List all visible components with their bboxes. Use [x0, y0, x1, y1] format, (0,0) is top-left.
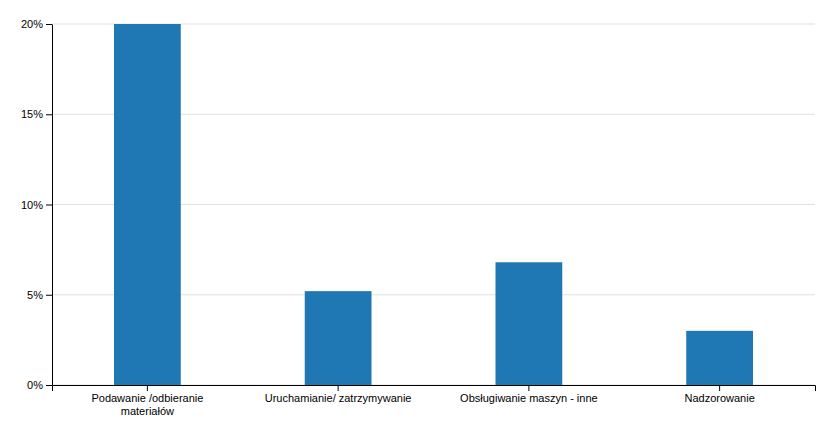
x-tick: Obsługiwanie maszyn - inne [460, 385, 598, 404]
y-tick-label: 5% [27, 289, 43, 301]
x-tick-label: Uruchamianie/ zatrzymywanie [265, 392, 412, 404]
y-axis: 0% 5% 10% 15% 20% [21, 18, 53, 391]
x-tick-mark [528, 385, 529, 391]
y-tick: 0% [27, 379, 52, 391]
x-tick-label: Obsługiwanie maszyn - inne [460, 392, 598, 404]
x-tick-label: Nadzorowanie [684, 392, 754, 404]
plot-area: 0% 5% 10% 15% 20% Podawanie /odbieraniemateri… [21, 18, 816, 417]
x-tick: Podawanie /odbieraniemateriałów [91, 385, 203, 417]
bars [114, 24, 753, 385]
y-tick-mark [46, 24, 52, 25]
x-tick-mark [719, 385, 720, 391]
x-tick-label-line: Uruchamianie/ zatrzymywanie [265, 392, 412, 404]
bar [114, 24, 181, 385]
y-tick-label: 20% [21, 18, 43, 30]
y-tick-label: 10% [21, 199, 43, 211]
chart-svg: 0% 5% 10% 15% 20% Podawanie /odbieraniemateri… [0, 0, 839, 441]
bar [305, 291, 372, 385]
y-tick: 5% [27, 289, 52, 301]
y-tick: 10% [21, 199, 52, 211]
y-tick-mark [46, 205, 52, 206]
y-tick-mark [46, 114, 52, 115]
grid [52, 24, 815, 385]
x-tick: Uruchamianie/ zatrzymywanie [265, 385, 412, 404]
bar [495, 262, 562, 385]
chart-container: 0% 5% 10% 15% 20% Podawanie /odbieraniemateri… [0, 0, 839, 441]
x-tick-label-line: Podawanie /odbieranie [91, 392, 203, 404]
x-tick-label-line: Obsługiwanie maszyn - inne [460, 392, 598, 404]
x-tick-mark [338, 385, 339, 391]
x-tick-mark [147, 385, 148, 391]
y-tick-label: 0% [27, 379, 43, 391]
y-tick: 20% [21, 18, 52, 30]
x-tick-label: Podawanie /odbieraniemateriałów [91, 392, 203, 417]
y-tick-mark [46, 385, 52, 386]
x-axis-line [53, 386, 816, 392]
x-tick: Nadzorowanie [684, 385, 754, 404]
y-tick-label: 15% [21, 108, 43, 120]
y-tick: 15% [21, 108, 52, 120]
y-tick-mark [46, 295, 52, 296]
x-tick-label-line: Nadzorowanie [684, 392, 754, 404]
bar [686, 331, 753, 385]
x-axis: Podawanie /odbieraniemateriałów Uruchamia… [53, 385, 816, 417]
y-axis-line [52, 25, 53, 386]
x-tick-label-line: materiałów [121, 405, 174, 417]
